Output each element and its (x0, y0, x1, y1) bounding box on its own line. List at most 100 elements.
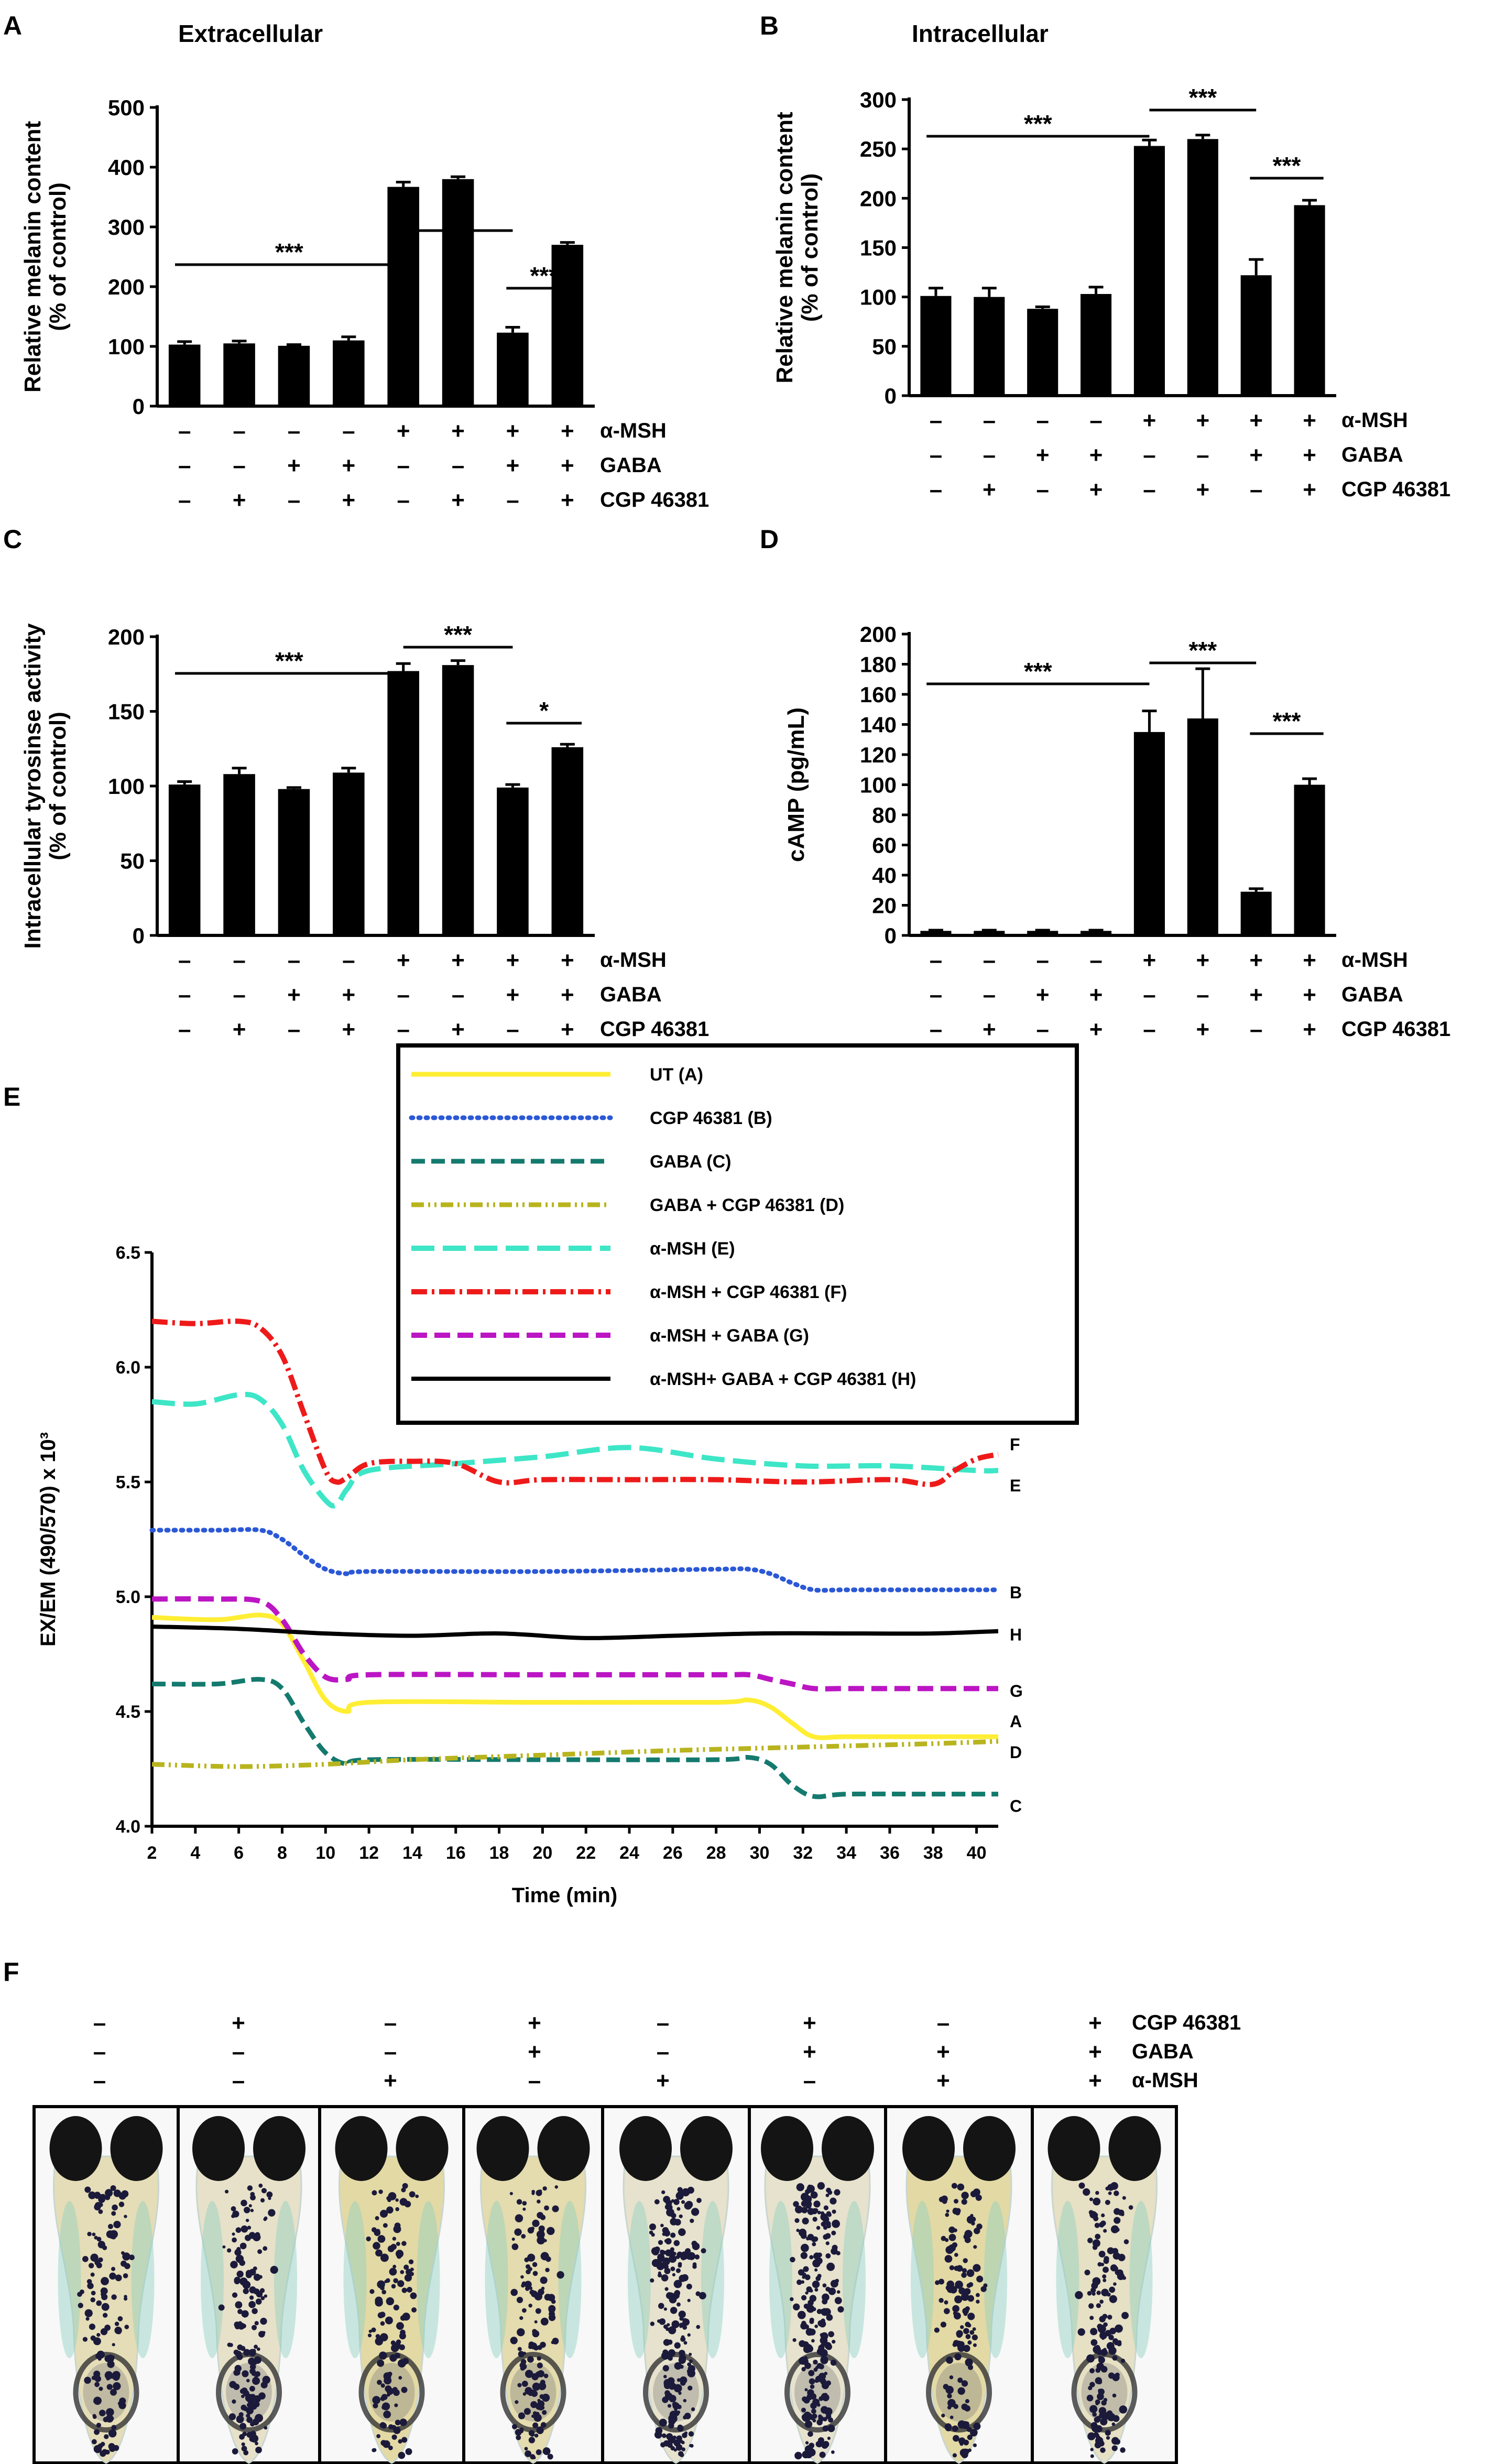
melanophore (539, 2394, 544, 2399)
melanophore (820, 2332, 828, 2340)
melanophore (520, 2275, 524, 2279)
melanophore (1101, 2288, 1109, 2297)
treatment-symbol: + (656, 2068, 670, 2094)
melanophore (670, 2446, 675, 2451)
melanophore (516, 2199, 522, 2205)
melanophore (662, 2257, 670, 2265)
melanophore (701, 2248, 706, 2254)
melanophore (696, 2325, 701, 2329)
melanophore (112, 2343, 115, 2347)
melanophore (537, 2199, 541, 2204)
condition-symbol: + (1089, 442, 1103, 468)
melanophore (1112, 2375, 1116, 2380)
melanophore (536, 2294, 542, 2301)
panel-a-title: Extracellular (178, 20, 323, 47)
melanophore (533, 2414, 542, 2422)
x-tick-label: 10 (315, 1843, 335, 1863)
melanophore (123, 2273, 128, 2278)
melanophore (670, 2232, 676, 2238)
larva-yolk-fill (794, 2363, 841, 2422)
panel-label-d: D (760, 525, 779, 554)
melanophore (100, 2441, 105, 2447)
melanophore (407, 2287, 412, 2293)
melanophore (801, 2320, 806, 2326)
melanophore (820, 2356, 828, 2364)
melanophore (810, 2191, 818, 2199)
melanophore (1123, 2239, 1129, 2244)
condition-symbol: + (1303, 442, 1316, 468)
melanophore (396, 2241, 400, 2246)
melanophore (824, 2407, 833, 2416)
condition-row-label: α-MSH (600, 419, 667, 442)
melanophore (87, 2231, 92, 2237)
melanophore (1089, 2368, 1095, 2374)
condition-symbol: – (1036, 947, 1049, 973)
melanophore (1115, 2324, 1123, 2333)
melanophore (401, 2437, 408, 2443)
x-tick-label: 8 (277, 1843, 287, 1863)
melanophore (1108, 2335, 1114, 2340)
condition-symbol: + (342, 982, 355, 1008)
melanophore (246, 2417, 253, 2423)
melanophore (552, 2338, 559, 2345)
melanophore (952, 2242, 958, 2248)
condition-symbol: + (397, 418, 410, 444)
bar (1133, 146, 1165, 396)
melanophore (255, 2232, 260, 2238)
y-axis-title: Relative melanin content(% of control) (20, 121, 71, 393)
melanophore (241, 2310, 249, 2318)
zebrafish-larva-image (462, 2107, 590, 2464)
melanophore (960, 2325, 964, 2329)
melanophore (681, 2335, 685, 2339)
melanophore (651, 2233, 655, 2237)
melanophore (411, 2307, 417, 2313)
condition-symbol: + (451, 1017, 465, 1042)
condition-symbol: + (1303, 947, 1316, 973)
melanophore (809, 2255, 814, 2260)
melanophore (124, 2295, 127, 2298)
melanophore (831, 2450, 835, 2454)
melanophore (1120, 2447, 1126, 2453)
condition-symbol: – (930, 947, 942, 973)
melanophore (253, 2401, 260, 2407)
significance-label: *** (1188, 637, 1217, 664)
significance-label: *** (1273, 152, 1301, 179)
melanophore (393, 2304, 399, 2311)
melanophore (243, 2349, 250, 2356)
bar (442, 665, 474, 935)
larva-yolk (643, 2352, 709, 2433)
melanophore (124, 2325, 129, 2329)
melanophore (250, 2208, 254, 2212)
melanophore (107, 2223, 113, 2229)
melanophore (520, 2359, 527, 2365)
melanophore (658, 2271, 661, 2275)
melanophore (244, 2207, 250, 2214)
melanophore (827, 2424, 835, 2433)
melanophore (944, 2300, 948, 2305)
melanophore (531, 2291, 538, 2297)
condition-symbol: – (1143, 982, 1155, 1008)
melanophore (517, 2347, 522, 2351)
melanophore (524, 2257, 529, 2263)
x-tick-label: 14 (402, 1843, 422, 1863)
melanophore (376, 2434, 380, 2438)
melanophore (801, 2280, 805, 2284)
condition-symbol: – (178, 453, 191, 478)
melanophore (531, 2189, 536, 2194)
larva-tint (843, 2201, 866, 2358)
melanophore (240, 2346, 246, 2351)
melanophore (528, 2267, 532, 2271)
melanophore (91, 2291, 96, 2296)
melanophore (515, 2400, 519, 2404)
melanophore (675, 2268, 681, 2273)
melanophore (804, 2420, 813, 2428)
melanophore (826, 2262, 835, 2271)
larva-eye (1047, 2116, 1100, 2181)
melanophore (78, 2303, 83, 2308)
significance-label: *** (275, 647, 303, 674)
melanophore (958, 2341, 965, 2348)
melanophore (822, 2394, 830, 2402)
melanophore (254, 2375, 258, 2380)
melanophore (545, 2267, 550, 2273)
melanophore (813, 2368, 818, 2372)
